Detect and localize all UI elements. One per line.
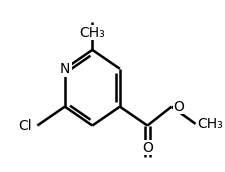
Text: O: O [141, 141, 152, 155]
Text: CH₃: CH₃ [196, 117, 222, 131]
Text: Cl: Cl [18, 119, 32, 133]
Text: O: O [173, 100, 184, 114]
Text: N: N [59, 62, 70, 76]
Text: CH₃: CH₃ [79, 26, 105, 40]
